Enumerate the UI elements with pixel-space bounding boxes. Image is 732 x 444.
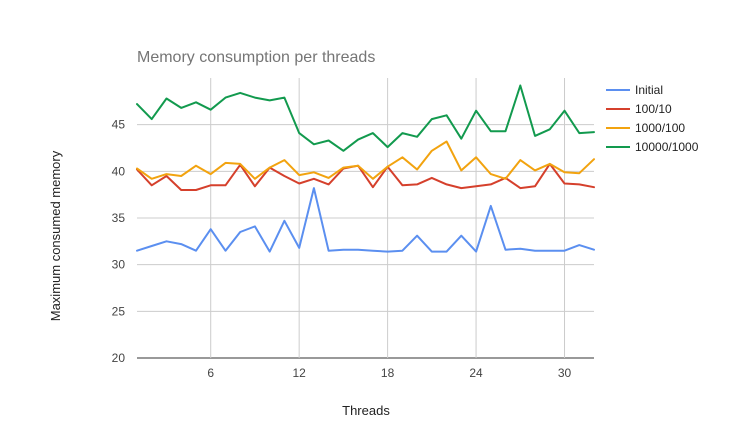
series-lines (136, 84, 595, 253)
y-tick-label: 45 (112, 118, 126, 132)
x-tick-label: 30 (558, 366, 572, 380)
legend-label: 1000/100 (635, 121, 685, 135)
y-tick-label: 35 (112, 211, 126, 225)
x-tick-label: 6 (207, 366, 214, 380)
series-line-3 (136, 84, 595, 152)
x-tick-label: 12 (292, 366, 306, 380)
y-axis-label: Maximum consumed memory (48, 150, 63, 321)
legend-label: Initial (635, 83, 663, 97)
x-tick-label: 18 (381, 366, 395, 380)
legend-label: 10000/1000 (635, 140, 699, 154)
legend-label: 100/10 (635, 102, 672, 116)
y-tick-label: 30 (112, 258, 126, 272)
legend: Initial 100/10 1000/100 10000/1000 (606, 83, 699, 154)
chart-title: Memory consumption per threads (137, 49, 375, 66)
y-tick-label: 25 (112, 304, 126, 318)
x-tick-label: 24 (469, 366, 483, 380)
y-tick-label: 40 (112, 164, 126, 178)
axes: 20 25 30 35 40 45 6 12 18 24 30 (112, 118, 572, 380)
y-tick-label: 20 (112, 351, 126, 365)
x-axis-label: Threads (342, 403, 390, 418)
series-line-2 (136, 140, 595, 180)
series-line-0 (136, 187, 595, 253)
series-line-1 (136, 162, 595, 191)
